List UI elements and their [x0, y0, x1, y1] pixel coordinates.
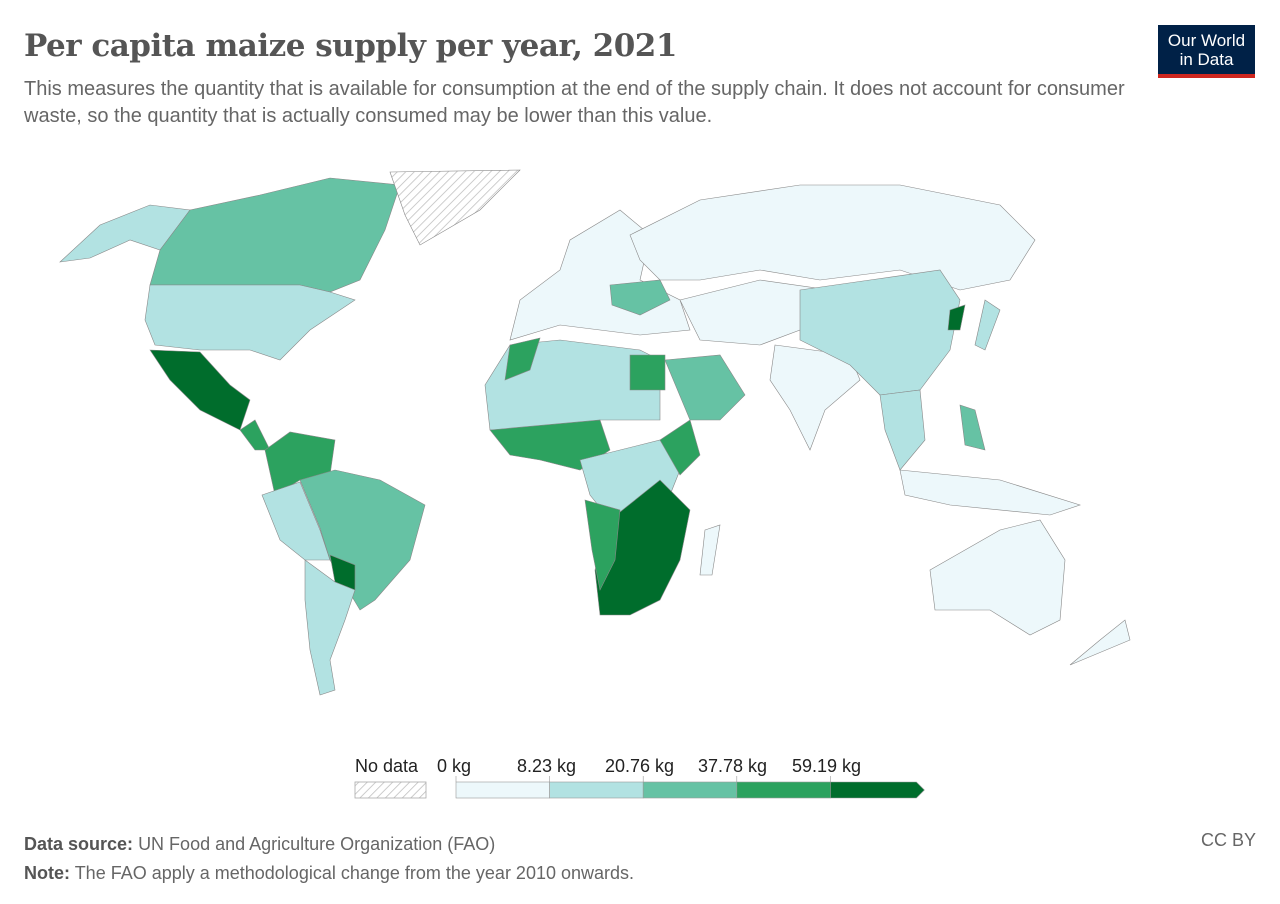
note-label: Note: — [24, 863, 70, 883]
legend-swatch-3[interactable] — [736, 781, 831, 799]
region-middle-east[interactable] — [664, 354, 746, 421]
legend: No data 0 kg 8.23 kg 20.76 kg 37.78 kg 5… — [0, 750, 1280, 810]
region-russia[interactable] — [629, 184, 1036, 291]
region-brazil[interactable] — [299, 469, 426, 611]
legend-swatch-4[interactable] — [830, 781, 925, 799]
region-philippines[interactable] — [959, 404, 986, 451]
source-text: UN Food and Agriculture Organization (FA… — [138, 834, 496, 854]
region-canada[interactable] — [149, 177, 401, 293]
legend-swatch-0[interactable] — [455, 781, 550, 799]
owid-logo[interactable]: Our World in Data — [1158, 25, 1255, 78]
region-mexico[interactable] — [149, 349, 251, 431]
legend-no-data-swatch — [354, 781, 427, 799]
world-map — [59, 169, 1131, 696]
legend-bin-3: 37.78 kg — [698, 756, 768, 776]
region-indonesia[interactable] — [899, 469, 1081, 516]
footer: Data source: UN Food and Agriculture Org… — [24, 830, 634, 888]
license-link[interactable]: CC BY — [1200, 830, 1256, 850]
region-new-zealand[interactable] — [1069, 619, 1131, 666]
note-text: The FAO apply a methodological change fr… — [74, 863, 635, 883]
region-morocco[interactable] — [504, 337, 541, 381]
logo-line1: Our World — [1167, 31, 1246, 50]
legend-bin-0: 0 kg — [437, 756, 472, 776]
legend-swatch-1[interactable] — [549, 781, 644, 799]
region-usa[interactable] — [144, 284, 356, 361]
region-australia[interactable] — [929, 519, 1066, 636]
region-southeast-asia[interactable] — [879, 389, 926, 471]
region-central-america[interactable] — [239, 419, 271, 451]
region-egypt[interactable] — [629, 354, 666, 391]
region-greenland[interactable] — [389, 169, 521, 246]
region-angola-namibia[interactable] — [584, 499, 621, 591]
legend-bin-2: 20.76 kg — [605, 756, 675, 776]
logo-line2: in Data — [1179, 50, 1234, 69]
legend-no-data-label: No data — [355, 756, 419, 776]
chart-title: Per capita maize supply per year, 2021 — [24, 28, 677, 64]
legend-swatch-2[interactable] — [642, 781, 738, 799]
region-argentina-chile[interactable] — [304, 559, 356, 696]
region-china[interactable] — [799, 269, 961, 396]
source-label: Data source: — [24, 834, 134, 854]
legend-bin-1: 8.23 kg — [517, 756, 577, 776]
region-korea[interactable] — [947, 304, 966, 331]
legend-bin-4: 59.19 kg — [792, 756, 862, 776]
region-east-africa[interactable] — [659, 419, 701, 476]
region-west-africa[interactable] — [489, 419, 611, 471]
region-japan[interactable] — [974, 299, 1001, 351]
region-eastern-europe[interactable] — [609, 279, 671, 316]
chart-subtitle: This measures the quantity that is avail… — [24, 78, 1125, 127]
region-madagascar[interactable] — [699, 524, 721, 576]
